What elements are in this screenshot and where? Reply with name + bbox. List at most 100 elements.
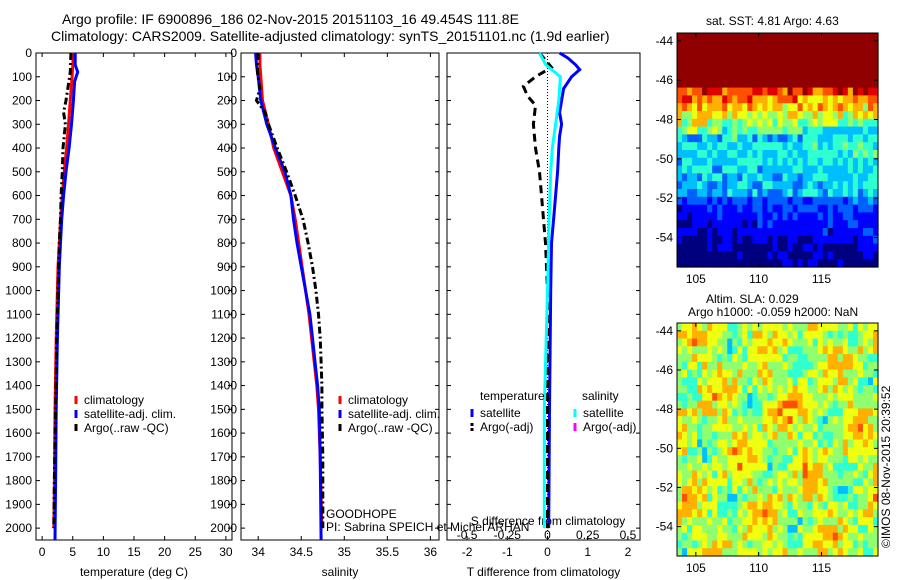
map-cell [722, 361, 728, 371]
map-cell [812, 228, 819, 237]
map-cell [852, 95, 859, 104]
map-cell [842, 212, 849, 221]
map-cell [702, 173, 708, 182]
map-cell [692, 118, 698, 128]
map-cell [752, 470, 759, 479]
map-cell [827, 532, 834, 542]
map-cell [732, 243, 738, 252]
map-cell [732, 64, 738, 73]
map-cell [862, 323, 869, 332]
map-cell [757, 165, 764, 174]
map-cell [832, 532, 839, 542]
map-cell [832, 72, 839, 81]
map-cell [852, 111, 859, 120]
map-cell [727, 470, 733, 479]
map-cell [687, 524, 693, 534]
map-cell [737, 361, 743, 371]
map-cell [777, 64, 784, 73]
map-cell [862, 204, 869, 213]
map-cell [732, 235, 738, 245]
map-cell [852, 447, 859, 456]
map-cell [712, 354, 718, 363]
map-cell [752, 548, 759, 557]
map-cell [697, 157, 703, 167]
map-cell [712, 157, 718, 167]
map-cell [822, 517, 829, 526]
map-cell [822, 56, 829, 65]
map-cell [717, 48, 723, 57]
map-cell [717, 220, 723, 229]
map-cell [787, 361, 794, 371]
map-cell [832, 189, 839, 198]
map-cell [717, 470, 723, 479]
map-cell [757, 126, 764, 135]
map-cell [807, 72, 814, 81]
map-cell [797, 118, 804, 128]
map-cell [797, 408, 804, 417]
map-cell [812, 134, 819, 143]
map-cell [832, 126, 839, 135]
map-cell [737, 72, 743, 81]
map-cell [837, 455, 844, 464]
map-cell [797, 142, 804, 151]
map-cell [732, 189, 738, 198]
map-cell [787, 455, 794, 464]
map-cell [757, 330, 764, 340]
map-cell [862, 447, 869, 456]
map-cell [812, 48, 819, 57]
map-cell [852, 79, 859, 89]
map-cell [822, 111, 829, 120]
map-cell [827, 385, 834, 394]
map-cell [802, 181, 809, 190]
map-cell [872, 431, 879, 441]
map-cell [782, 423, 789, 433]
map-cell [842, 181, 849, 190]
map-cell [867, 126, 874, 135]
map-cell [842, 493, 849, 503]
map-cell [867, 517, 874, 526]
map-cell [872, 228, 879, 237]
y-tick-label: -52 [656, 480, 674, 494]
map-cell [722, 189, 728, 198]
map-cell [812, 189, 819, 198]
map-cell [792, 400, 799, 410]
map-cell [682, 142, 688, 151]
map-cell [752, 95, 759, 104]
map-cell [857, 501, 864, 510]
map-cell [832, 400, 839, 410]
map-cell [812, 540, 819, 549]
map-cell [872, 470, 879, 479]
map-cell [742, 338, 748, 347]
map-cell [842, 40, 849, 50]
map-cell [792, 173, 799, 182]
map-cell [702, 79, 708, 89]
map-cell [762, 150, 769, 159]
map-cell [752, 228, 759, 237]
map-cell [827, 361, 834, 371]
map-cell [712, 150, 718, 159]
y-tick-label: -48 [656, 402, 674, 416]
map-cell [687, 548, 693, 557]
map-cell [762, 524, 769, 534]
map-cell [682, 251, 688, 260]
sst-map-title: sat. SST: 4.81 Argo: 4.63 [706, 14, 839, 28]
map-cell [707, 369, 713, 378]
map-cell [712, 447, 718, 456]
map-cell [832, 501, 839, 510]
map-cell [677, 251, 683, 260]
map-cell [812, 524, 819, 534]
map-cell [872, 486, 879, 495]
map-cell [752, 126, 759, 135]
map-cell [742, 235, 748, 245]
map-cell [777, 126, 784, 135]
y-tick-label: 100 [217, 70, 237, 84]
map-cell [857, 517, 864, 526]
map-cell [792, 509, 799, 518]
map-cell [677, 338, 683, 347]
map-cell [872, 377, 879, 386]
map-cell [837, 40, 844, 50]
map-cell [822, 142, 829, 151]
map-cell [772, 346, 779, 355]
map-cell [782, 439, 789, 448]
